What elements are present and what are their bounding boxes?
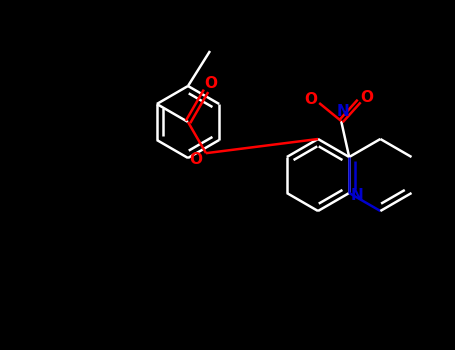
Text: O: O (361, 90, 374, 105)
Text: N: N (337, 104, 349, 119)
Text: N: N (351, 188, 364, 203)
Text: O: O (305, 91, 318, 106)
Text: O: O (204, 76, 217, 91)
Text: O: O (189, 152, 202, 167)
